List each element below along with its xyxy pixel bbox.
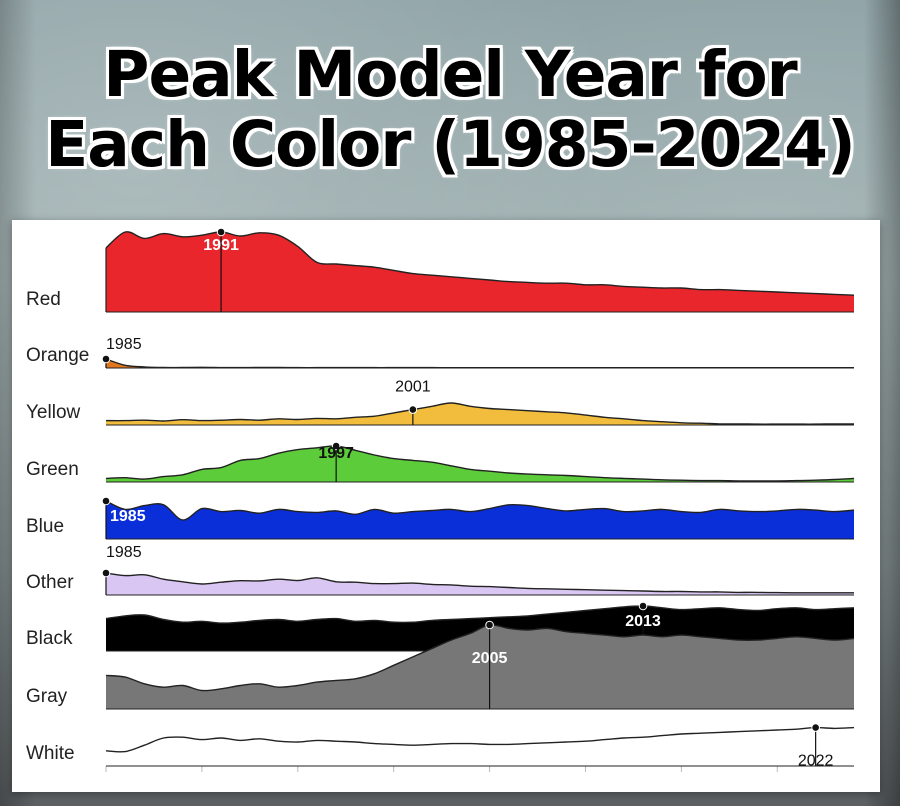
area-red — [106, 231, 854, 312]
row-label-gray: Gray — [26, 686, 68, 707]
outline-black — [105, 605, 855, 624]
area-yellow — [106, 403, 854, 425]
outline-gray — [105, 624, 855, 692]
title-line-2: Each Color (1985-2024) — [45, 108, 856, 181]
peak-label-yellow: 2001 — [395, 379, 431, 396]
area-white — [106, 727, 854, 766]
outline-red — [105, 231, 855, 296]
row-label-white: White — [26, 743, 75, 764]
peak-marker-black — [638, 601, 648, 611]
row-label-yellow: Yellow — [26, 402, 81, 423]
peak-marker-orange — [101, 354, 111, 364]
row-label-green: Green — [26, 459, 79, 480]
area-green — [106, 445, 854, 482]
peak-marker-white — [811, 723, 820, 732]
row-label-blue: Blue — [26, 516, 64, 537]
title-line-1: Peak Model Year for — [103, 38, 797, 111]
ridgeline-chart: Red 1991 Orange 1985 Yellow 2001 Green 1997 Blue… — [26, 227, 855, 772]
row-label-orange: Orange — [26, 345, 89, 366]
peak-marker-green — [331, 441, 341, 451]
outline-green — [105, 445, 855, 482]
peak-marker-other — [101, 568, 111, 578]
peak-marker-gray — [485, 620, 494, 630]
row-label-black: Black — [26, 628, 73, 649]
peak-marker-red — [216, 227, 226, 237]
outline-yellow — [105, 402, 854, 425]
peak-label-black: 2013 — [625, 613, 661, 630]
outline-other — [105, 572, 854, 594]
peak-label-other: 1985 — [106, 544, 142, 561]
chart-panel: Red 1991 Orange 1985 Yellow 2001 Green 1997 Blue… — [12, 220, 880, 792]
peak-label-gray: 2005 — [472, 650, 508, 667]
area-other — [106, 573, 854, 595]
peak-label-red: 1991 — [203, 237, 239, 254]
area-blue — [106, 501, 854, 539]
area-orange — [106, 359, 854, 368]
peak-label-white: 2022 — [798, 753, 834, 770]
outline-orange — [105, 358, 854, 369]
row-label-red: Red — [26, 289, 61, 310]
peak-label-orange: 1985 — [106, 336, 142, 353]
peak-marker-yellow — [408, 405, 418, 414]
page-title: Peak Model Year for Each Color (1985-202… — [0, 40, 900, 180]
row-label-other: Other — [26, 572, 74, 593]
peak-marker-blue — [101, 496, 111, 506]
outline-blue — [105, 500, 855, 521]
area-gray — [106, 624, 854, 709]
outline-white — [105, 726, 855, 753]
peak-label-green: 1997 — [318, 445, 354, 462]
peak-label-blue: 1985 — [110, 508, 146, 525]
